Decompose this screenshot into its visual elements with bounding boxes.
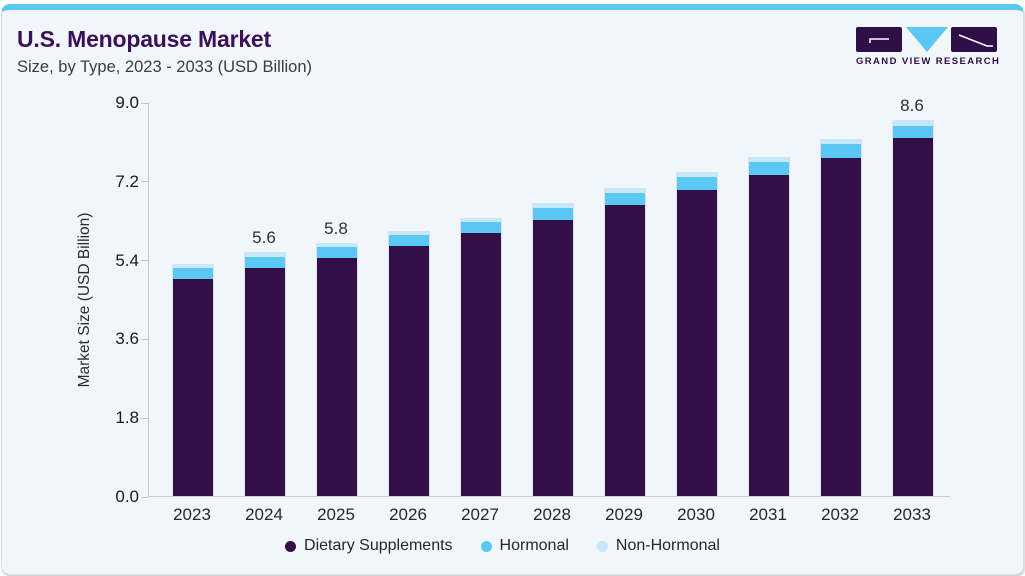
bar-segment-non-hormonal: [677, 172, 717, 178]
bar-segment-non-hormonal: [317, 242, 357, 247]
legend-item-non-hormonal: Non-Hormonal: [596, 537, 720, 555]
x-axis-label-2026: 2026: [389, 505, 427, 524]
bar-segment-hormonal: [893, 125, 933, 138]
y-tick-mark: [141, 102, 148, 104]
y-tick-label: 9.0: [115, 93, 139, 112]
x-axis-label-2033: 2033: [893, 505, 931, 524]
bar-segment-dietary-supplements: [173, 279, 213, 496]
bar-segment-non-hormonal: [173, 263, 213, 269]
bar-2023: [172, 263, 214, 496]
bar-segment-non-hormonal: [821, 138, 861, 145]
bar-2032: [820, 138, 862, 496]
bar-segment-dietary-supplements: [389, 246, 429, 496]
legend-item-hormonal: Hormonal: [480, 537, 569, 555]
bar-segment-dietary-supplements: [821, 157, 861, 496]
bar-segment-non-hormonal: [533, 203, 573, 208]
y-axis-title: Market Size (USD Billion): [76, 212, 93, 388]
value-label-2033: 8.6: [900, 95, 924, 115]
y-tick-mark: [141, 260, 148, 262]
legend-label: Non-Hormonal: [615, 537, 720, 554]
bar-segment-dietary-supplements: [749, 175, 789, 496]
value-label-2025: 5.8: [324, 218, 348, 238]
x-axis-label-2027: 2027: [461, 505, 499, 524]
x-axis-label-2028: 2028: [533, 505, 571, 524]
bar-segment-dietary-supplements: [677, 189, 717, 496]
bar-segment-non-hormonal: [461, 217, 501, 222]
legend-label: Dietary Supplements: [304, 537, 453, 554]
legend-dot-icon: [285, 540, 297, 552]
logo-r-mark: [951, 27, 997, 52]
bar-segment-hormonal: [317, 246, 357, 259]
bar-segment-hormonal: [461, 221, 501, 234]
legend-label: Hormonal: [499, 537, 569, 554]
bar-2029: [604, 187, 646, 496]
bar-2030: [676, 172, 718, 496]
page-title: U.S. Menopause Market: [17, 26, 271, 52]
y-tick-mark: [141, 181, 148, 183]
logo-marks: [856, 27, 997, 52]
page-subtitle: Size, by Type, 2023 - 2033 (USD Billion): [17, 58, 313, 76]
logo-v-triangle-icon: [905, 27, 948, 52]
bar-segment-non-hormonal: [893, 119, 933, 126]
bar-segment-non-hormonal: [749, 156, 789, 163]
bar-segment-dietary-supplements: [893, 137, 933, 496]
logo-text: GRAND VIEW RESEARCH: [856, 56, 1001, 67]
bar-segment-dietary-supplements: [533, 220, 573, 496]
bar-2025: [316, 242, 358, 496]
plot-area: 0.0 1.8 3.6 5.4 7.2 9.0: [115, 94, 950, 506]
legend-dot-icon: [596, 540, 608, 552]
bar-2026: [388, 230, 430, 496]
bar-segment-hormonal: [389, 235, 429, 247]
x-axis-label-2023: 2023: [173, 505, 211, 524]
bar-segment-hormonal: [173, 268, 213, 280]
y-tick-label: 1.8: [115, 408, 139, 428]
grand-view-research-logo: GRAND VIEW RESEARCH: [856, 27, 1001, 67]
logo-g-mark: [856, 27, 902, 52]
bar-segment-dietary-supplements: [317, 258, 357, 496]
value-label-2024: 5.6: [252, 228, 276, 248]
y-tick-mark: [141, 417, 148, 419]
bar-2031: [748, 156, 790, 496]
legend-item-dietary-supplements: Dietary Supplements: [285, 537, 453, 555]
bar-2027: [460, 217, 502, 496]
bar-segment-hormonal: [245, 256, 285, 269]
y-tick-mark: [141, 496, 148, 498]
x-axis-label-2032: 2032: [821, 505, 859, 524]
bar-2028: [532, 203, 574, 496]
y-tick-label: 7.2: [115, 171, 139, 191]
bar-segment-dietary-supplements: [245, 268, 285, 496]
bar-segment-hormonal: [677, 177, 717, 190]
bar-segment-dietary-supplements: [605, 205, 645, 496]
bar-2024: [244, 252, 286, 496]
bar-segment-hormonal: [533, 207, 573, 221]
x-axis-label-2031: 2031: [749, 505, 787, 524]
y-tick-mark: [141, 338, 148, 340]
bar-segment-non-hormonal: [605, 187, 645, 193]
y-tick-label: 3.6: [115, 329, 139, 349]
bar-segment-non-hormonal: [389, 230, 429, 236]
legend: Dietary Supplements Hormonal Non-Hormonal: [0, 537, 1005, 555]
bar-segment-non-hormonal: [245, 252, 285, 257]
y-tick-label: 5.4: [115, 250, 139, 270]
x-axis-label-2030: 2030: [677, 505, 715, 524]
y-tick-label: 0.0: [115, 487, 139, 506]
bar-2033: [892, 119, 934, 496]
x-axis-label-2024: 2024: [245, 505, 283, 524]
legend-dot-icon: [480, 540, 492, 552]
x-axis-label-2025: 2025: [317, 505, 355, 524]
bar-segment-dietary-supplements: [461, 233, 501, 496]
x-axis-label-2029: 2029: [605, 505, 643, 524]
bar-segment-hormonal: [821, 144, 861, 158]
bar-segment-hormonal: [605, 192, 645, 206]
bar-segment-hormonal: [749, 162, 789, 176]
